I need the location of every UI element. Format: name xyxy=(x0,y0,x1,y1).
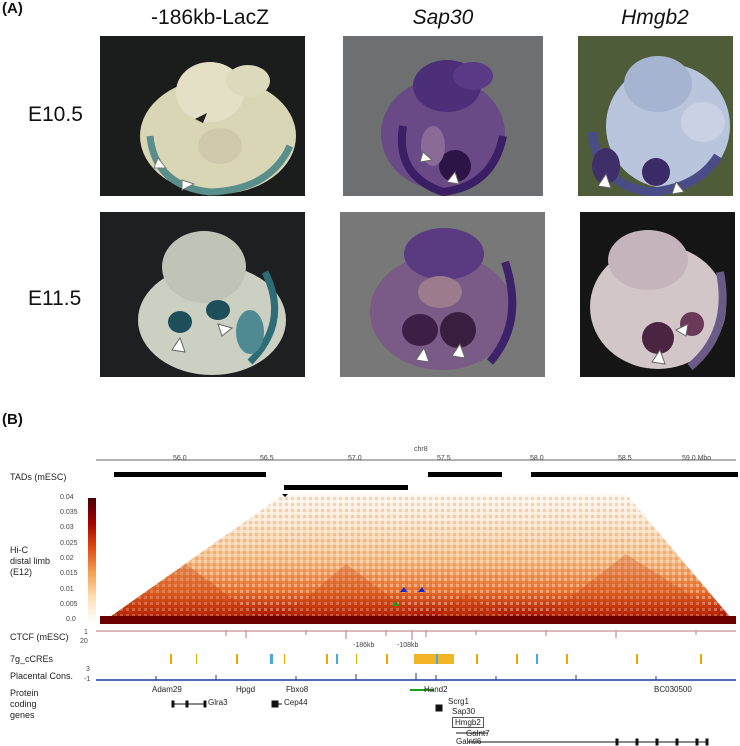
embryo-image-sap30-e105 xyxy=(343,36,543,196)
gene-label-glra3: Glra3 xyxy=(208,698,228,707)
gene-label-cep44: Cep44 xyxy=(284,698,308,707)
axis-tick: 58.0 xyxy=(530,455,544,462)
ctcf-scale-bottom: 20 xyxy=(80,638,88,645)
embryo-image-lacz-e105 xyxy=(100,36,305,196)
ctcf-track xyxy=(96,630,736,640)
gene-label-hmgb2: Hmgb2 xyxy=(452,717,484,728)
embryo-image-lacz-e115 xyxy=(100,212,305,377)
colorbar-tick: 0.035 xyxy=(60,509,78,516)
annotation-186kb: -186kb xyxy=(353,642,375,649)
axis-tick: 59.0 Mbo xyxy=(682,455,712,462)
colorbar-tick: 0.005 xyxy=(60,601,78,608)
chromosome-label: chr8 xyxy=(414,446,428,453)
ccres-track xyxy=(170,654,702,664)
colorbar-tick: 0.04 xyxy=(60,494,74,501)
gene-label-scrg1: Scrg1 xyxy=(448,697,469,706)
embryo-image-hmgb2-e105 xyxy=(578,36,733,196)
hic-track-label: Hi-C distal limb (E12) xyxy=(10,545,51,577)
cons-scale-top: 3 xyxy=(86,666,90,673)
colorbar-tick: 0.0 xyxy=(66,616,76,623)
panel-a-label: (A) xyxy=(2,0,23,17)
gene-label-hand2: Hand2 xyxy=(424,685,448,694)
column-header-sap30: Sap30 xyxy=(412,6,474,29)
axis-tick: 57.0 xyxy=(348,455,362,462)
placental-track xyxy=(96,673,736,681)
genes-track-label: Protein coding genes xyxy=(10,688,39,720)
column-header-hmgb2: Hmgb2 xyxy=(621,6,689,29)
tads-track xyxy=(114,472,738,490)
embryo-image-sap30-e115 xyxy=(340,212,545,377)
colorbar-tick: 0.015 xyxy=(60,570,78,577)
gene-label-bc030500: BC030500 xyxy=(654,685,692,694)
gene-label-hpgd: Hpgd xyxy=(236,685,256,694)
panel-b-label: (B) xyxy=(2,411,23,428)
annotation-108kb: -108kb xyxy=(397,642,419,649)
embryo-image-hmgb2-e115 xyxy=(580,212,735,377)
hic-colorbar xyxy=(88,498,96,622)
row-header-e105: E10.5 xyxy=(28,103,83,126)
gene-label-adam29: Adam29 xyxy=(152,685,182,694)
gene-label-galntl6: Galntl6 xyxy=(456,737,482,746)
genome-axis xyxy=(96,459,736,461)
axis-tick: 57.5 xyxy=(437,455,451,462)
cons-scale-bottom: -1 xyxy=(84,676,91,683)
ccres-track-label: 7g_cCREs xyxy=(10,654,54,664)
colorbar-tick: 0.03 xyxy=(60,524,74,531)
axis-tick: 56.5 xyxy=(260,455,274,462)
gene-label-sap30: Sap30 xyxy=(452,707,476,716)
placental-track-label: Placental Cons. xyxy=(10,671,74,681)
gene-label-fbxo8: Fbxo8 xyxy=(286,685,309,694)
hic-heatmap xyxy=(100,494,736,624)
ctcf-scale-top: 1 xyxy=(84,629,88,636)
colorbar-tick: 0.02 xyxy=(60,555,74,562)
ctcf-track-label: CTCF (mESC) xyxy=(10,632,69,642)
colorbar-tick: 0.025 xyxy=(60,540,78,547)
tads-track-label: TADs (mESC) xyxy=(10,472,67,482)
gene-label-galnt7: Galnt7 xyxy=(466,729,490,738)
axis-tick: 58.5 xyxy=(618,455,632,462)
colorbar-tick: 0.01 xyxy=(60,586,74,593)
axis-tick: 56.0 xyxy=(173,455,187,462)
row-header-e115: E11.5 xyxy=(28,287,82,310)
gene-models xyxy=(171,689,709,746)
column-header-lacz: -186kb-LacZ xyxy=(151,6,269,29)
